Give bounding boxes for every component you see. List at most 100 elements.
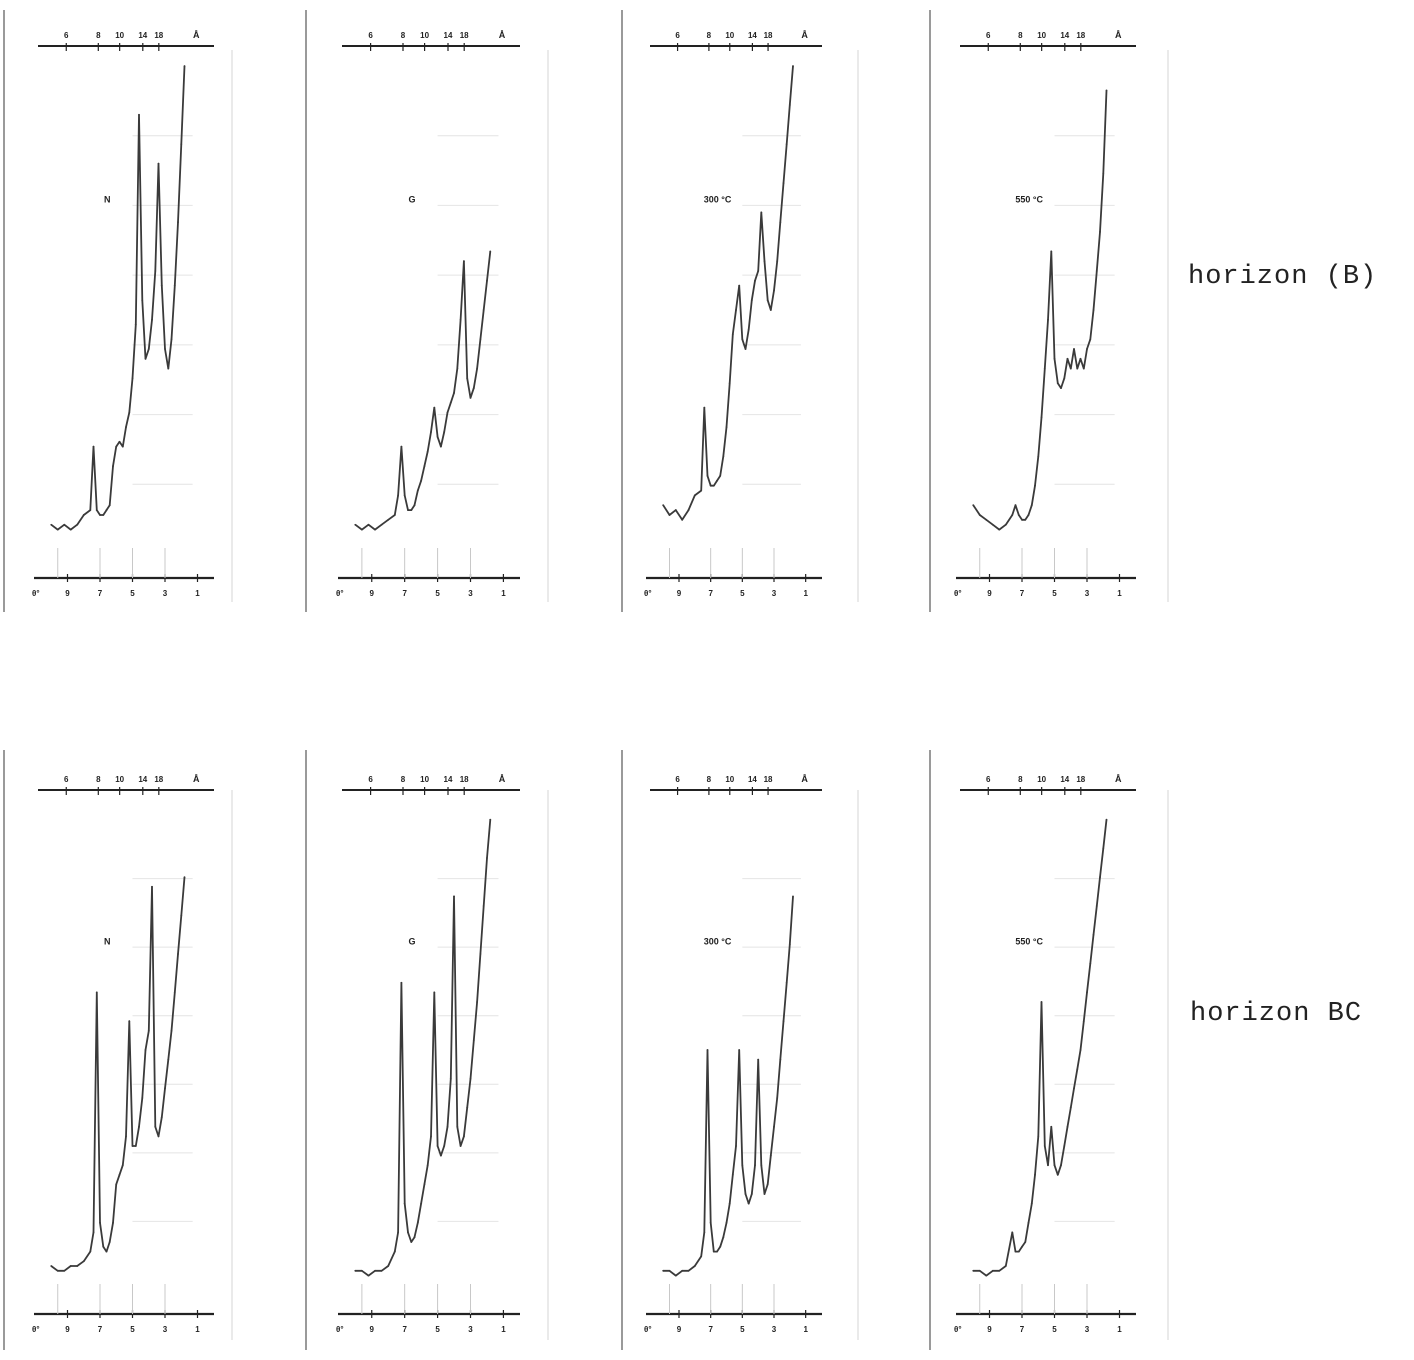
trace-point [1011, 514, 1014, 516]
trace-point [118, 1173, 121, 1176]
bottom-tick-label: 5 [435, 589, 440, 598]
trace-point [1053, 357, 1056, 360]
trace-point [466, 377, 469, 380]
trace-point [453, 895, 455, 898]
bottom-tick-label: 3 [163, 589, 168, 598]
trace-point [978, 1269, 981, 1272]
trace-point [760, 211, 763, 214]
bottom-tick-label: 9 [987, 1325, 992, 1334]
top-tick-label: 6 [64, 775, 69, 784]
trace-point [722, 455, 725, 458]
trace-point [735, 309, 737, 311]
trace-point [1073, 348, 1075, 350]
top-axis-unit: Å [193, 30, 200, 40]
trace-point [1021, 1245, 1023, 1248]
trace-point [706, 1049, 709, 1051]
trace-point [766, 299, 769, 302]
trace-point [1040, 416, 1043, 419]
top-tick-label: 18 [460, 775, 469, 784]
bottom-axis-origin: θ° [336, 1325, 344, 1334]
trace-point [1076, 367, 1079, 370]
trace-point [674, 1274, 677, 1277]
diffraction-trace [50, 877, 186, 1272]
trace-point [1092, 933, 1095, 936]
trace-point [750, 299, 753, 302]
top-tick-label: 14 [444, 775, 453, 784]
trace-point [744, 348, 747, 350]
trace-point [674, 509, 677, 511]
trace-point [779, 1058, 782, 1061]
top-tick-label: 14 [1060, 31, 1069, 40]
trace-point [693, 1265, 696, 1267]
trace-point [446, 1125, 449, 1128]
trace-point [63, 523, 66, 526]
trace-point [725, 426, 728, 429]
bottom-tick-label: 5 [740, 589, 745, 598]
chart-panel-7: 6 8 10 14 18 Åθ° 9 7 5 3 1 300 °C [621, 750, 859, 1350]
trace-point [102, 514, 105, 516]
trace-point [1011, 1231, 1014, 1234]
trace-point [118, 440, 121, 443]
trace-point [443, 1145, 446, 1147]
bottom-axis-origin: θ° [32, 589, 40, 598]
trace-point [164, 348, 166, 350]
trace-point [731, 333, 734, 336]
bottom-tick-label: 3 [468, 589, 473, 598]
trace-point [1069, 367, 1072, 370]
trace-point [416, 489, 419, 492]
trace-point [105, 509, 108, 511]
bottom-tick-label: 1 [195, 1325, 200, 1334]
bottom-tick-label: 7 [1020, 589, 1025, 598]
trace-point [154, 1125, 157, 1128]
top-tick-label: 8 [401, 775, 406, 784]
diffraction-trace [355, 819, 492, 1277]
top-tick-label: 18 [1076, 775, 1085, 784]
trace-point [747, 1202, 750, 1205]
trace-point [788, 104, 791, 106]
top-axis-unit: Å [1115, 30, 1122, 40]
trace-point [662, 1269, 665, 1272]
trace-point [449, 1077, 452, 1080]
trace-point [173, 284, 176, 287]
trace-point [1076, 1068, 1079, 1071]
trace-point [423, 465, 426, 468]
bottom-tick-label: 9 [370, 589, 375, 598]
trace-point [719, 1245, 722, 1248]
trace-point [167, 367, 170, 370]
trace-point [403, 1202, 406, 1205]
trace-point [1050, 1125, 1053, 1128]
panel-label: 550 °C [1015, 195, 1043, 205]
chart-panel-2: 6 8 10 14 18 Åθ° 9 7 5 3 1 G [305, 10, 549, 612]
chart-panel-6: 6 8 10 14 18 Åθ° 9 7 5 3 1 G [305, 750, 549, 1350]
bottom-tick-label: 5 [740, 1325, 745, 1334]
trace-point [439, 1154, 442, 1157]
bottom-tick-label: 9 [987, 589, 992, 598]
trace-point [1105, 818, 1108, 821]
bottom-tick-label: 1 [1117, 1325, 1122, 1334]
trace-point [56, 528, 59, 531]
top-tick-label: 6 [368, 31, 373, 40]
top-tick-label: 14 [444, 31, 453, 40]
trace-point [131, 377, 134, 380]
trace-point [393, 514, 396, 516]
trace-point [144, 357, 147, 360]
bottom-axis-origin: θ° [32, 1325, 40, 1334]
trace-point [1086, 348, 1088, 350]
trace-point [112, 465, 114, 468]
trace-point [785, 981, 788, 984]
trace-point [439, 445, 442, 448]
trace-point [1089, 338, 1092, 341]
trace-point [1034, 484, 1036, 487]
trace-point [706, 475, 709, 477]
top-tick-label: 10 [115, 775, 124, 784]
trace-point [769, 1154, 772, 1157]
bottom-tick-label: 9 [65, 589, 70, 598]
trace-point [76, 1265, 79, 1267]
diffraction-trace [662, 65, 794, 521]
trace-point [360, 1269, 363, 1272]
trace-point [151, 318, 153, 321]
trace-point [115, 445, 118, 448]
bottom-tick-label: 9 [370, 1325, 375, 1334]
trace-point [164, 1087, 166, 1090]
trace-point [1024, 1241, 1027, 1243]
